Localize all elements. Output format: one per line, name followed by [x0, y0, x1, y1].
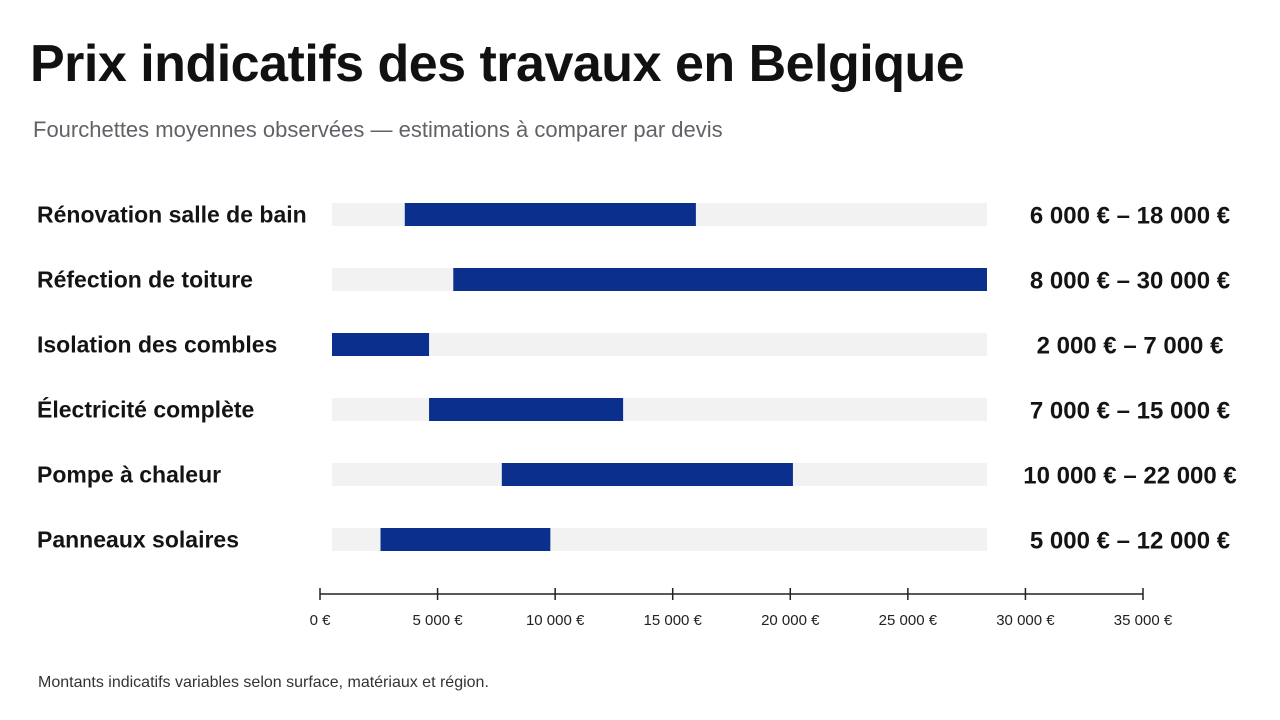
range-value-label: 5 000 € – 12 000 € [1030, 528, 1230, 555]
chart-title: Prix indicatifs des travaux en Belgique [30, 35, 965, 93]
category-label: Panneaux solaires [37, 527, 239, 553]
chart-rows: Rénovation salle de bain 6 000 € – 18 000… [37, 202, 1237, 555]
x-tick-label: 25 000 € [879, 612, 938, 629]
chart-subtitle: Fourchettes moyennes observées — estimat… [33, 117, 723, 142]
chart-row: Électricité complète 7 000 € – 15 000 € [37, 396, 1230, 425]
range-value-label: 10 000 € – 22 000 € [1023, 463, 1237, 490]
range-bar [332, 333, 430, 356]
range-value-label: 7 000 € – 15 000 € [1030, 398, 1230, 425]
x-axis: 0 € 5 000 € 10 000 € 15 000 € 20 000 € 25 000… [310, 588, 1173, 629]
category-label: Isolation des combles [37, 332, 277, 358]
category-label: Pompe à chaleur [37, 462, 221, 488]
chart-row: Réfection de toiture 8 000 € – 30 000 € [37, 267, 1230, 295]
x-tick-label: 10 000 € [526, 612, 585, 629]
range-value-label: 8 000 € – 30 000 € [1030, 268, 1230, 295]
range-bar [453, 268, 988, 291]
range-value-label: 2 000 € – 7 000 € [1037, 333, 1224, 360]
x-tick-label: 30 000 € [996, 612, 1055, 629]
range-bar [501, 463, 793, 486]
chart-row: Rénovation salle de bain 6 000 € – 18 000… [37, 202, 1230, 230]
range-bar [404, 203, 696, 226]
range-bar [380, 528, 551, 551]
category-label: Rénovation salle de bain [37, 202, 307, 228]
category-label: Réfection de toiture [37, 267, 253, 293]
x-tick-label: 15 000 € [644, 612, 703, 629]
footnote: Montants indicatifs variables selon surf… [38, 674, 489, 691]
x-tick-label: 35 000 € [1114, 612, 1173, 629]
chart-row: Isolation des combles 2 000 € – 7 000 € [37, 332, 1223, 360]
range-value-label: 6 000 € – 18 000 € [1030, 203, 1230, 230]
x-tick-label: 20 000 € [761, 612, 820, 629]
range-bar [429, 398, 624, 421]
x-tick-label: 0 € [310, 612, 332, 629]
bar-track [332, 333, 987, 356]
x-tick-label: 5 000 € [413, 612, 464, 629]
chart-row: Pompe à chaleur 10 000 € – 22 000 € [37, 462, 1237, 490]
chart-row: Panneaux solaires 5 000 € – 12 000 € [37, 527, 1230, 555]
category-label: Électricité complète [37, 396, 254, 423]
